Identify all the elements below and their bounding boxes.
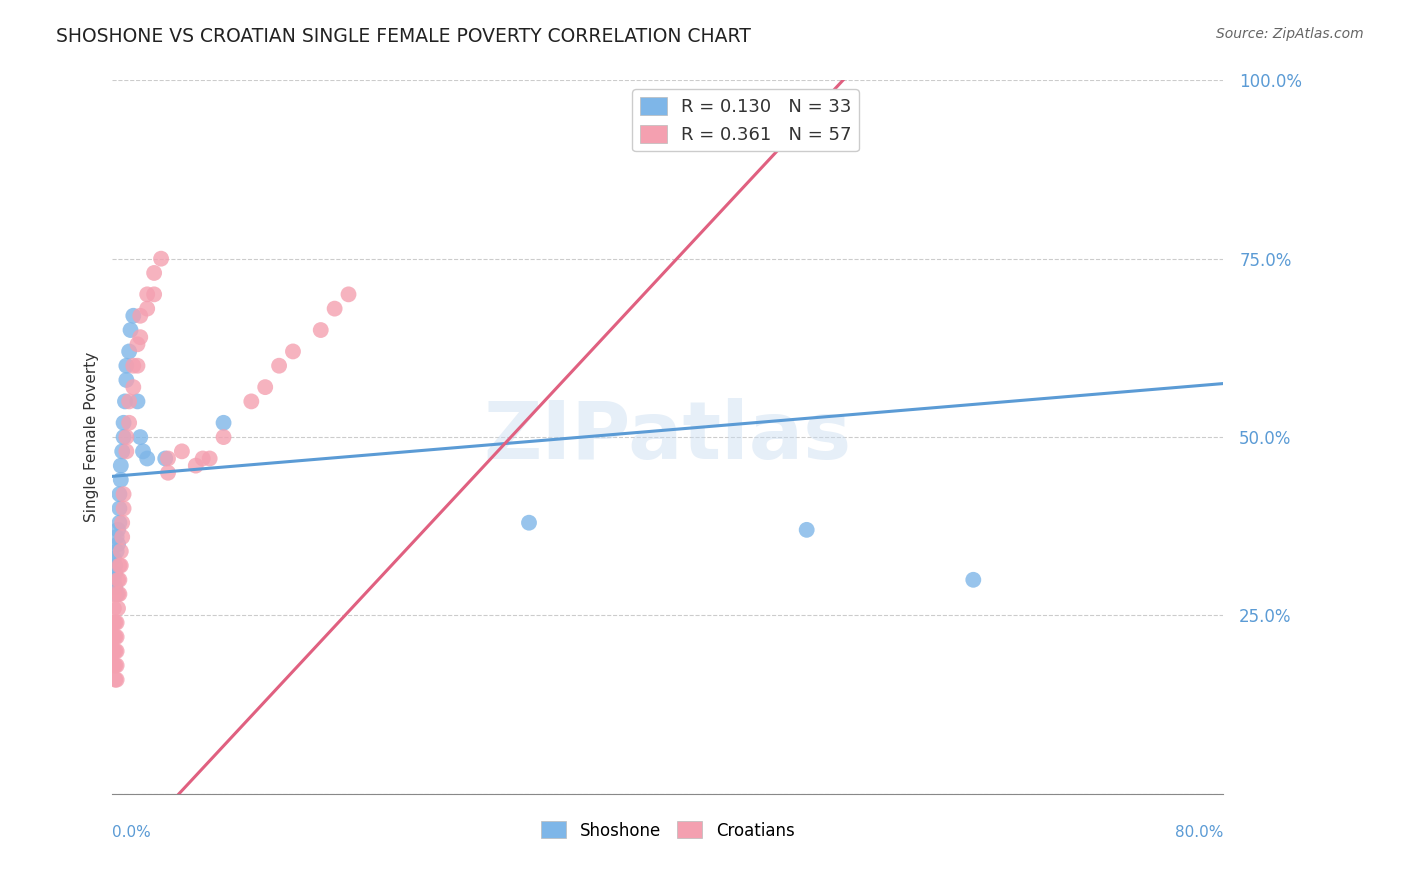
Point bbox=[105, 658, 128, 673]
Point bbox=[191, 451, 214, 466]
Point bbox=[309, 323, 332, 337]
Point bbox=[110, 558, 132, 573]
Point bbox=[111, 530, 134, 544]
Point bbox=[104, 580, 127, 594]
Point bbox=[129, 430, 152, 444]
Point bbox=[132, 444, 155, 458]
Legend: Shoshone, Croatians: Shoshone, Croatians bbox=[534, 814, 801, 847]
Point bbox=[254, 380, 277, 394]
Point bbox=[115, 373, 138, 387]
Point bbox=[115, 430, 138, 444]
Point bbox=[104, 658, 127, 673]
Point bbox=[104, 558, 127, 573]
Point bbox=[107, 601, 129, 615]
Point bbox=[120, 323, 142, 337]
Point bbox=[281, 344, 304, 359]
Text: SHOSHONE VS CROATIAN SINGLE FEMALE POVERTY CORRELATION CHART: SHOSHONE VS CROATIAN SINGLE FEMALE POVER… bbox=[56, 27, 751, 45]
Point bbox=[114, 394, 136, 409]
Point bbox=[129, 330, 152, 344]
Point bbox=[118, 344, 141, 359]
Text: ZIPatlas: ZIPatlas bbox=[484, 398, 852, 476]
Point bbox=[337, 287, 360, 301]
Point bbox=[129, 309, 152, 323]
Point bbox=[127, 359, 149, 373]
Point bbox=[105, 673, 128, 687]
Point bbox=[111, 444, 134, 458]
Point bbox=[104, 615, 127, 630]
Point bbox=[108, 558, 131, 573]
Point bbox=[110, 473, 132, 487]
Point bbox=[150, 252, 173, 266]
Point bbox=[115, 444, 138, 458]
Point bbox=[796, 523, 818, 537]
Point bbox=[155, 451, 177, 466]
Point bbox=[122, 309, 145, 323]
Point bbox=[103, 658, 125, 673]
Point bbox=[115, 359, 138, 373]
Point bbox=[104, 644, 127, 658]
Point bbox=[110, 544, 132, 558]
Point bbox=[104, 566, 127, 580]
Point bbox=[103, 601, 125, 615]
Point bbox=[110, 458, 132, 473]
Text: 80.0%: 80.0% bbox=[1175, 825, 1223, 839]
Point bbox=[198, 451, 221, 466]
Point bbox=[112, 501, 135, 516]
Point bbox=[212, 430, 235, 444]
Point bbox=[108, 501, 131, 516]
Point bbox=[108, 487, 131, 501]
Point bbox=[962, 573, 984, 587]
Point bbox=[105, 587, 128, 601]
Point bbox=[122, 359, 145, 373]
Point bbox=[127, 394, 149, 409]
Point bbox=[112, 430, 135, 444]
Point bbox=[104, 673, 127, 687]
Point bbox=[112, 416, 135, 430]
Point bbox=[105, 630, 128, 644]
Point bbox=[108, 573, 131, 587]
Point bbox=[143, 287, 166, 301]
Point bbox=[122, 380, 145, 394]
Point bbox=[103, 587, 125, 601]
Point bbox=[184, 458, 207, 473]
Point bbox=[108, 587, 131, 601]
Point bbox=[112, 487, 135, 501]
Point bbox=[143, 266, 166, 280]
Point bbox=[127, 337, 149, 351]
Point bbox=[136, 287, 159, 301]
Point bbox=[111, 516, 134, 530]
Point bbox=[136, 451, 159, 466]
Point bbox=[105, 644, 128, 658]
Point bbox=[107, 523, 129, 537]
Point bbox=[103, 615, 125, 630]
Point bbox=[103, 644, 125, 658]
Point bbox=[108, 516, 131, 530]
Point bbox=[240, 394, 263, 409]
Point bbox=[105, 615, 128, 630]
Point bbox=[157, 466, 180, 480]
Point bbox=[323, 301, 346, 316]
Point bbox=[170, 444, 193, 458]
Point bbox=[118, 416, 141, 430]
Point bbox=[118, 394, 141, 409]
Point bbox=[103, 551, 125, 566]
Point bbox=[105, 544, 128, 558]
Point bbox=[103, 630, 125, 644]
Point bbox=[107, 573, 129, 587]
Text: 0.0%: 0.0% bbox=[112, 825, 152, 839]
Point bbox=[107, 537, 129, 551]
Point bbox=[212, 416, 235, 430]
Point bbox=[107, 587, 129, 601]
Y-axis label: Single Female Poverty: Single Female Poverty bbox=[83, 352, 98, 522]
Text: Source: ZipAtlas.com: Source: ZipAtlas.com bbox=[1216, 27, 1364, 41]
Point bbox=[267, 359, 291, 373]
Point bbox=[105, 530, 128, 544]
Point bbox=[103, 573, 125, 587]
Point bbox=[517, 516, 540, 530]
Point bbox=[136, 301, 159, 316]
Point bbox=[157, 451, 180, 466]
Point bbox=[104, 630, 127, 644]
